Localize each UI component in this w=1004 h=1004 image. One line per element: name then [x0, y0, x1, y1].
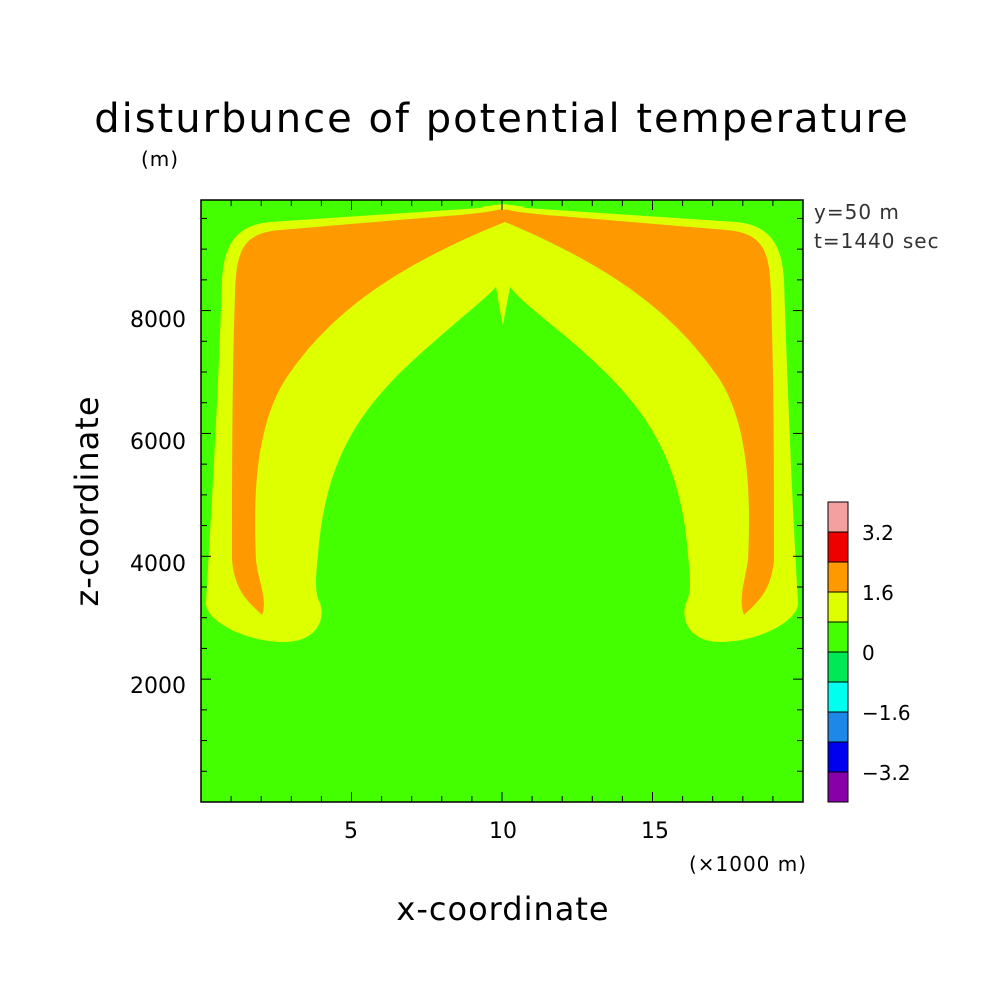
colorbar-swatch — [827, 501, 849, 533]
colorbar-label: 3.2 — [862, 521, 894, 545]
colorbar-swatch — [827, 771, 849, 803]
colorbar-swatch — [827, 591, 849, 623]
x-tick-label: 10 — [489, 819, 517, 844]
annotation-time: t=1440 sec — [814, 229, 940, 253]
colorbar-swatch — [827, 561, 849, 593]
colorbar-label: 1.6 — [862, 581, 894, 605]
x-tick-label: 5 — [344, 819, 358, 844]
colorbar-swatch — [827, 531, 849, 563]
y-tick-label: 4000 — [130, 552, 186, 577]
y-tick-label: 6000 — [130, 430, 186, 455]
colorbar: 3.2 1.6 0 −1.6 −3.2 — [827, 501, 911, 803]
colorbar-swatch — [827, 621, 849, 653]
colorbar-swatch — [827, 741, 849, 773]
y-axis-label: z-coordinate — [68, 395, 106, 606]
chart-title: disturbunce of potential temperature — [94, 96, 910, 142]
colorbar-swatch — [827, 651, 849, 683]
ticks-layer — [201, 200, 803, 802]
y-tick-labels: 2000 4000 6000 8000 — [130, 308, 186, 699]
y-unit-label: (m) — [141, 147, 179, 171]
colorbar-label: −1.6 — [862, 701, 911, 725]
y-tick-label: 2000 — [130, 674, 186, 699]
colorbar-swatch — [827, 711, 849, 743]
x-axis-label: x-coordinate — [396, 890, 609, 928]
x-tick-label: 15 — [641, 819, 669, 844]
colorbar-label: 0 — [862, 641, 875, 665]
annotation-y-position: y=50 m — [814, 200, 900, 224]
x-tick-labels: 5 10 15 — [344, 819, 669, 844]
contour-yellow-band — [205, 205, 799, 642]
plot-area — [201, 200, 803, 802]
colorbar-swatch — [827, 681, 849, 713]
x-unit-label: (×1000 m) — [689, 852, 807, 876]
contour-orange-band — [232, 208, 774, 615]
colorbar-label: −3.2 — [862, 761, 911, 785]
y-tick-label: 8000 — [130, 308, 186, 333]
contour-top-strip — [480, 204, 526, 210]
